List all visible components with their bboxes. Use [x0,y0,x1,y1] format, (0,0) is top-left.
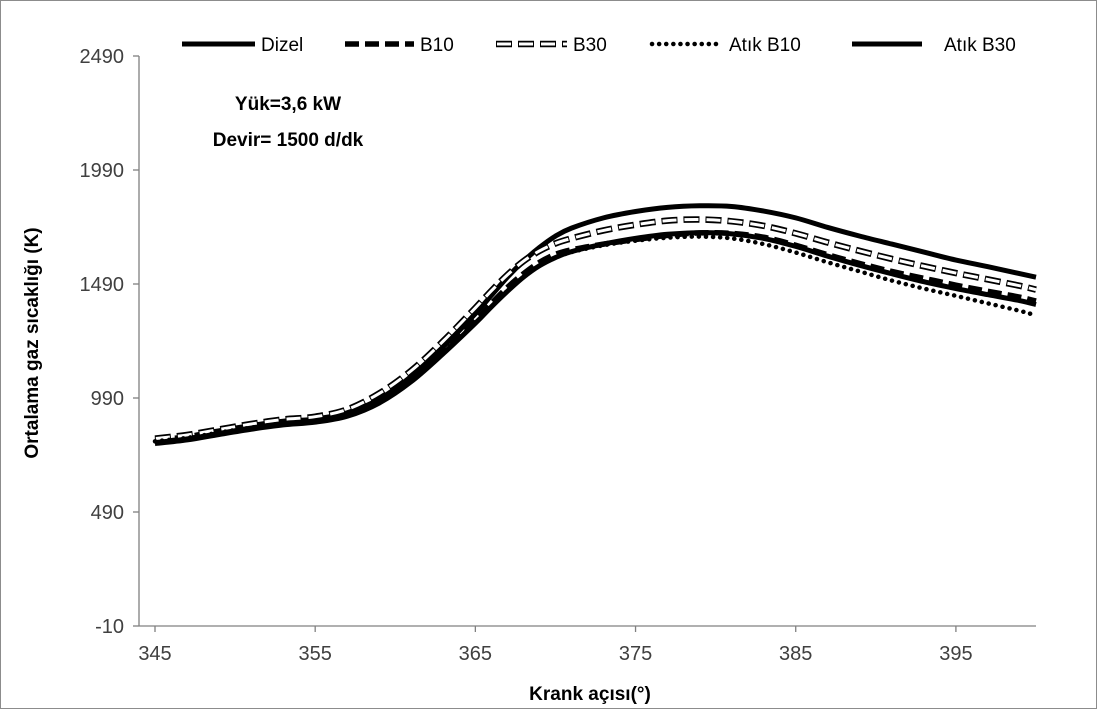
legend-label-5: Atık B30 [944,35,1016,56]
series-1-line [154,203,1037,445]
series-3-line-inner [154,217,1037,441]
y-tick-label: 2490 [80,46,125,68]
x-tick-label: 395 [939,643,972,665]
x-tick-label: 385 [779,643,812,665]
y-tick-label: 1490 [80,274,125,296]
legend-label-4: Atık B10 [729,35,801,56]
series-4-line [152,234,1039,444]
axes: -10 490 990 1490 1990 2490 345 355 365 375 385 395 [80,46,1036,665]
y-tick-label: 490 [91,502,124,524]
series-3-line [154,216,1037,442]
legend: Dizel B10 B30 Atık B10 Atık B30 [182,35,1016,56]
x-tick-label: 355 [298,643,331,665]
x-tick-label: 365 [459,643,492,665]
legend-label-1: Dizel [261,35,303,56]
legend-label-2: B10 [420,35,454,56]
annotation-load: Yük=3,6 kW [235,94,341,115]
x-axis-title: Krank açısı(°) [529,684,651,705]
series-5-line [154,230,1037,447]
series-3-line-outline [154,216,1037,442]
annotation-speed: Devir= 1500 d/dk [213,130,364,151]
x-tick-label: 375 [619,643,652,665]
series-layer [152,203,1039,447]
legend-label-3: B30 [573,35,607,56]
y-tick-label: 1990 [80,160,125,182]
y-tick-label: -10 [95,616,124,638]
y-tick-label: 990 [91,388,124,410]
y-axis-title: Ortalama gaz sıcaklığı (K) [22,227,43,458]
x-tick-label: 345 [138,643,171,665]
